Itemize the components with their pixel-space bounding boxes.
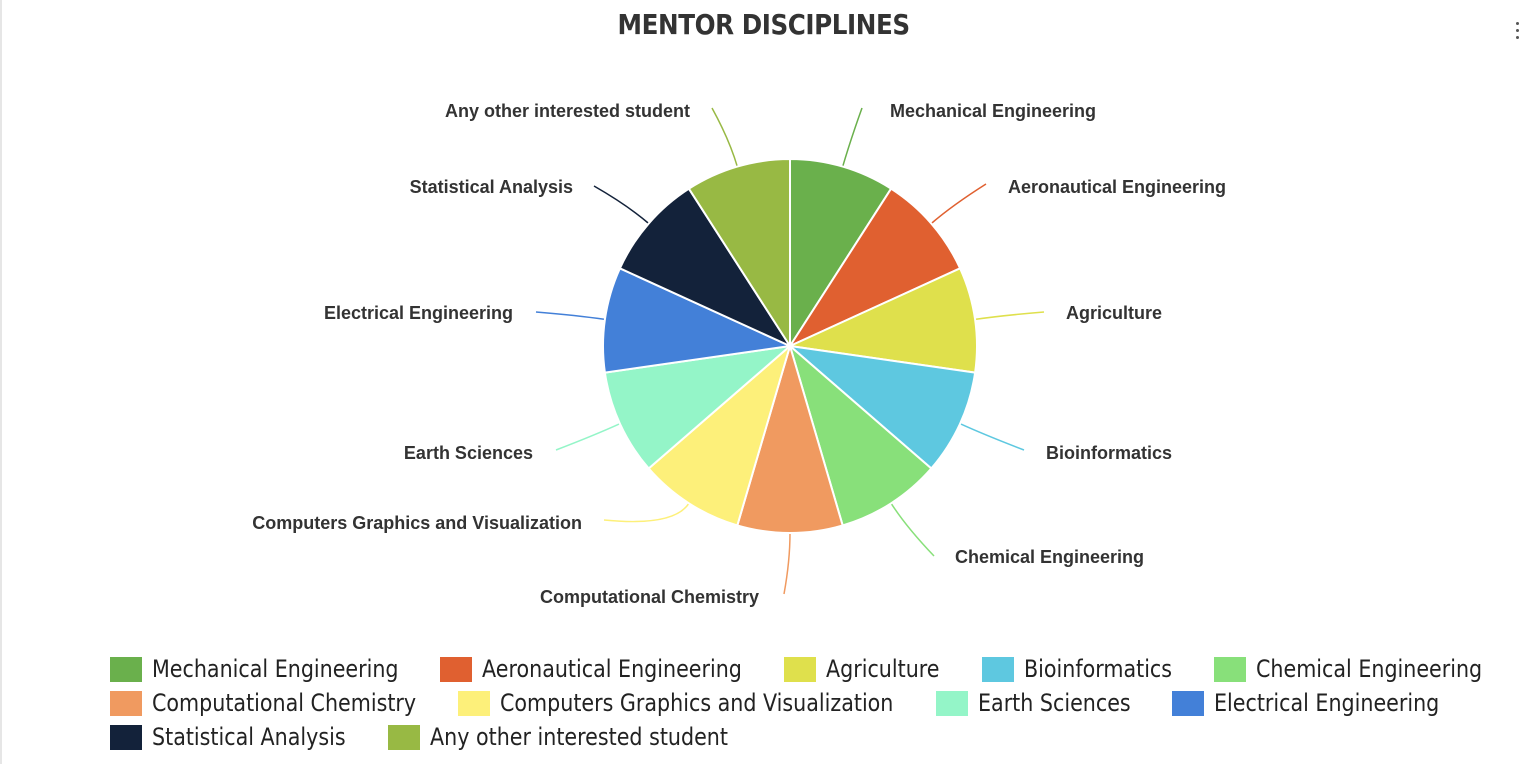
slice-label: Agriculture: [1066, 303, 1162, 323]
slice-label: Computers Graphics and Visualization: [252, 513, 582, 533]
legend-label: Mechanical Engineering: [152, 655, 399, 683]
pie-slice-agriculture[interactable]: [786, 266, 978, 374]
legend-item-computational-chemistry[interactable]: Computational Chemistry: [110, 689, 416, 717]
label-connector: [555, 423, 621, 451]
chart-legend: Mechanical Engineering Aeronautical Engin…: [110, 652, 1510, 754]
pie-slice-computers-graphics-and-visualization[interactable]: [647, 343, 792, 527]
legend-label: Any other interested student: [429, 723, 728, 751]
label-connector: [783, 532, 791, 595]
legend-row: Computational Chemistry Computers Graphic…: [110, 686, 1510, 720]
label-connector: [603, 502, 690, 523]
pie-slice-bioinformatics[interactable]: [786, 344, 977, 470]
slice-label: Computational Chemistry: [540, 587, 759, 607]
legend-item-electrical-engineering[interactable]: Electrical Engineering: [1172, 689, 1440, 717]
legend-label: Earth Sciences: [978, 689, 1131, 717]
legend-item-aeronautical-engineering[interactable]: Aeronautical Engineering: [440, 655, 742, 683]
label-connector: [890, 502, 935, 557]
legend-swatch: [784, 656, 817, 682]
chart-menu-icon[interactable]: [1516, 22, 1520, 39]
legend-item-agriculture[interactable]: Agriculture: [784, 655, 940, 683]
legend-swatch: [110, 724, 142, 750]
legend-item-any-other-interested-student[interactable]: Any other interested student: [387, 723, 728, 751]
legend-swatch: [981, 656, 1014, 682]
legend-label: Bioinformatics: [1023, 655, 1172, 683]
legend-row: Statistical Analysis Any other interested…: [110, 720, 1510, 754]
legend-item-statistical-analysis[interactable]: Statistical Analysis: [110, 723, 346, 751]
legend-swatch: [1172, 690, 1205, 716]
label-connector: [711, 107, 739, 167]
pie-slice-computational-chemistry[interactable]: [736, 342, 844, 535]
legend-label: Computers Graphics and Visualization: [500, 689, 894, 717]
legend-swatch: [1214, 656, 1247, 682]
pie-chart: Mechanical Engineering Aeronautical Engin…: [252, 101, 1226, 607]
pie-slice-statistical-analysis[interactable]: [618, 187, 793, 349]
slice-label: Electrical Engineering: [324, 303, 513, 323]
label-connector: [841, 107, 863, 167]
slice-label: Bioinformatics: [1046, 443, 1172, 463]
label-connector: [974, 311, 1045, 321]
pie-slice-earth-sciences[interactable]: [603, 344, 794, 470]
legend-item-chemical-engineering[interactable]: Chemical Engineering: [1214, 655, 1482, 683]
slice-labels: Mechanical Engineering Aeronautical Engin…: [252, 101, 1226, 607]
slice-label: Statistical Analysis: [410, 177, 573, 197]
legend-label: Computational Chemistry: [152, 689, 417, 717]
legend-item-bioinformatics[interactable]: Bioinformatics: [981, 655, 1172, 683]
slice-label: Earth Sciences: [404, 443, 533, 463]
slice-label: Any other interested student: [445, 101, 690, 121]
legend-label: Aeronautical Engineering: [482, 655, 743, 683]
legend-swatch: [110, 656, 142, 682]
legend-swatch: [936, 690, 969, 716]
slice-label: Mechanical Engineering: [890, 101, 1096, 121]
pie-slice-electrical-engineering[interactable]: [602, 266, 794, 374]
legend-swatch: [440, 656, 473, 682]
label-connectors: [535, 107, 1045, 595]
legend-swatch: [458, 690, 491, 716]
legend-label: Agriculture: [826, 655, 940, 683]
chart-title: MENTOR DISCIPLINES: [617, 8, 911, 41]
slice-label: Chemical Engineering: [955, 547, 1144, 567]
chart-frame-border: [0, 0, 2, 764]
pie-slice-chemical-engineering[interactable]: [788, 343, 933, 527]
legend-label: Electrical Engineering: [1214, 689, 1440, 717]
legend-swatch: [387, 724, 420, 750]
pie-slice-mechanical-engineering[interactable]: [789, 157, 893, 350]
legend-row: Mechanical Engineering Aeronautical Engin…: [110, 652, 1510, 686]
slice-label: Aeronautical Engineering: [1008, 177, 1226, 197]
pie-slices: [602, 157, 978, 535]
pie-slice-any-other-interested-student[interactable]: [687, 157, 791, 350]
legend-item-computers-graphics-and-visualization[interactable]: Computers Graphics and Visualization: [458, 689, 894, 717]
legend-item-mechanical-engineering[interactable]: Mechanical Engineering: [110, 655, 399, 683]
label-connector: [959, 423, 1025, 451]
label-connector: [930, 183, 987, 225]
pie-slice-aeronautical-engineering[interactable]: [787, 187, 962, 349]
label-connector: [593, 185, 650, 225]
legend-label: Statistical Analysis: [152, 723, 346, 751]
label-connector: [535, 311, 606, 321]
legend-swatch: [110, 690, 142, 716]
legend-label: Chemical Engineering: [1256, 655, 1483, 683]
legend-item-earth-sciences[interactable]: Earth Sciences: [936, 689, 1131, 717]
